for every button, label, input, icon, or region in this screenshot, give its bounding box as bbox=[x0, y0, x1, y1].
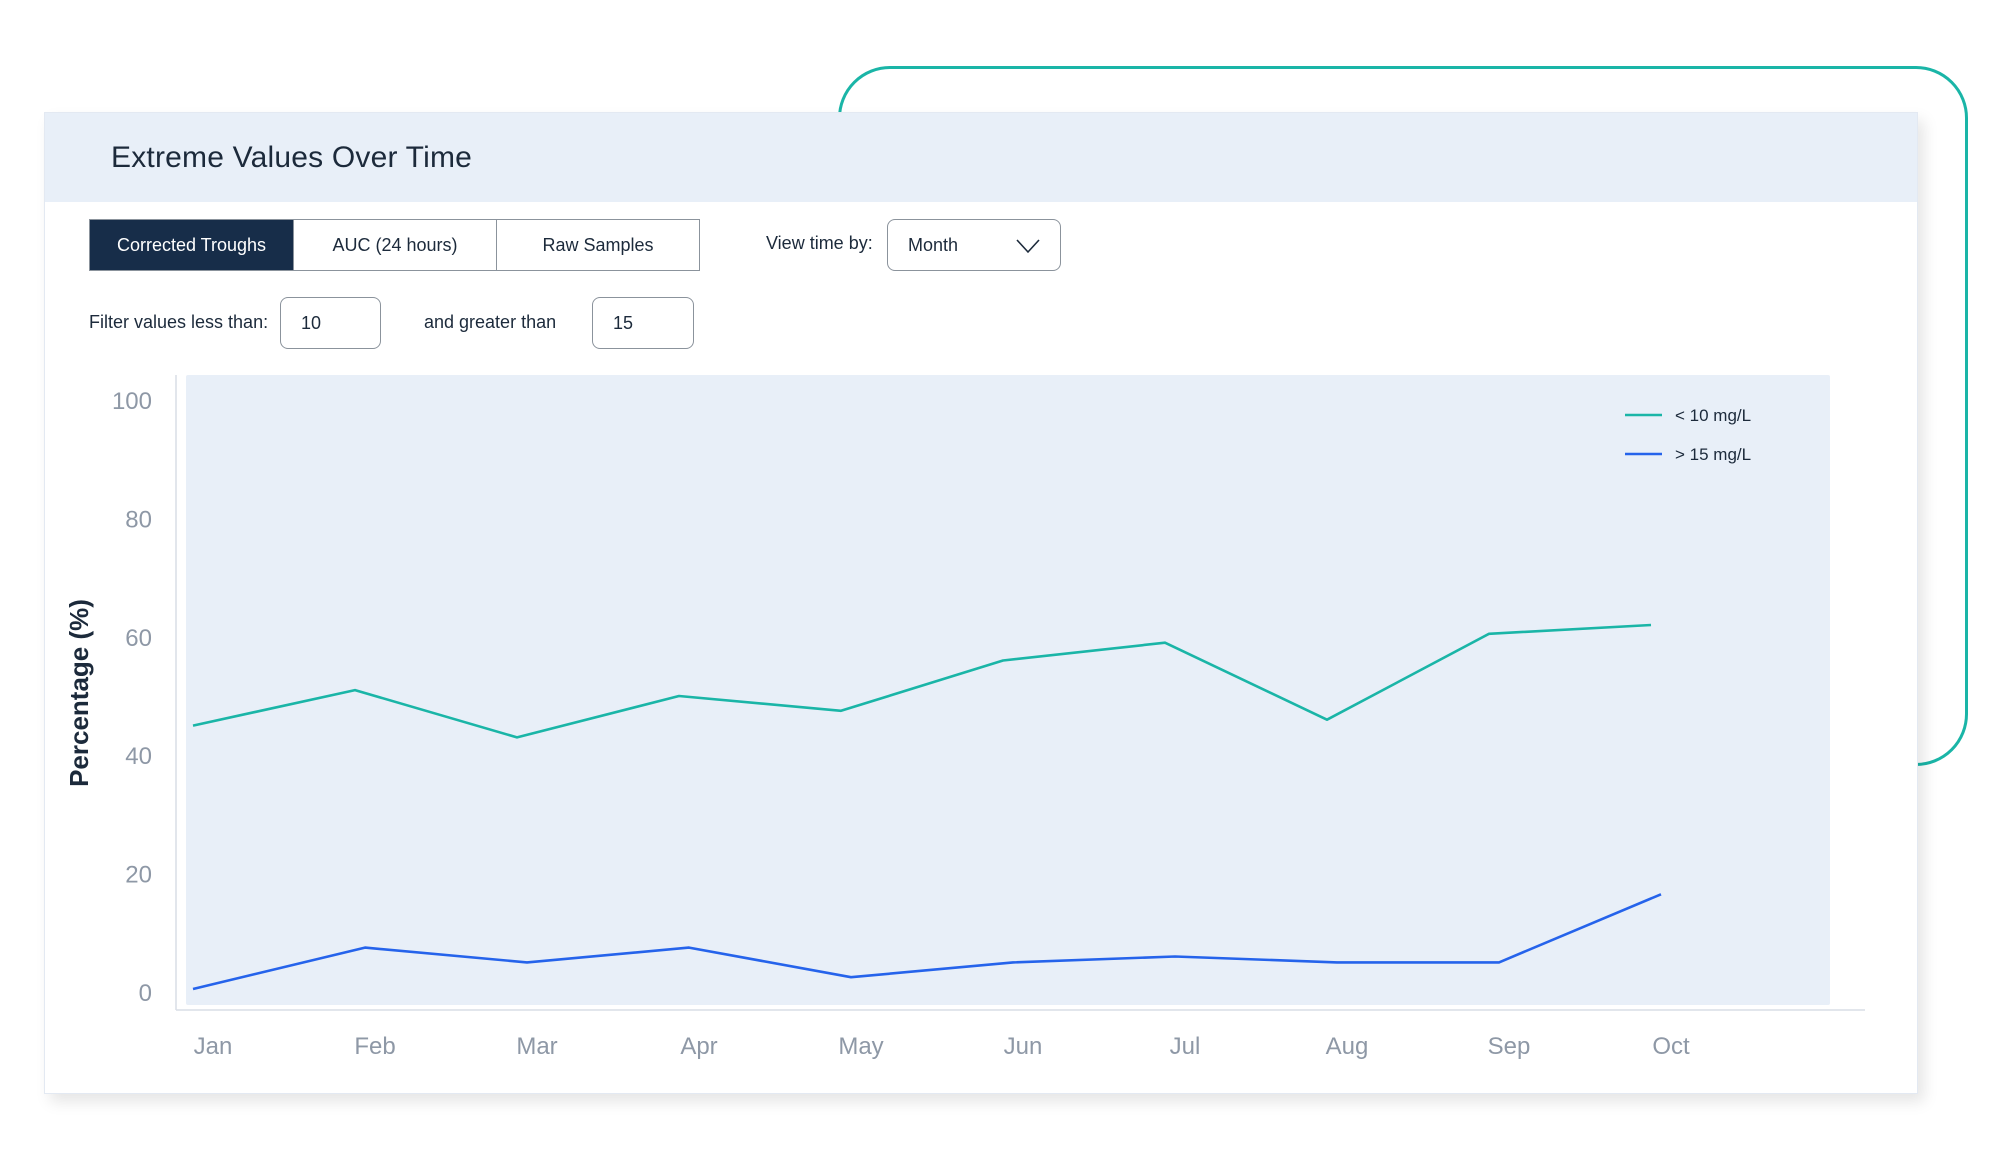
legend-label: > 15 mg/L bbox=[1675, 445, 1751, 464]
x-tick-label: Sep bbox=[1488, 1033, 1531, 1060]
filter-less-input[interactable] bbox=[280, 297, 381, 349]
view-time-select[interactable]: Month bbox=[887, 219, 1061, 271]
filter-greater-label: and greater than bbox=[424, 312, 557, 332]
metric-tabs: Corrected Troughs AUC (24 hours) Raw Sam… bbox=[89, 219, 700, 271]
y-tick-label: 40 bbox=[125, 743, 152, 770]
view-time-label: View time by: bbox=[766, 233, 873, 253]
chart-legend: < 10 mg/L > 15 mg/L bbox=[1625, 406, 1751, 464]
tab-corrected-troughs[interactable]: Corrected Troughs bbox=[90, 220, 293, 270]
x-tick-label: May bbox=[838, 1033, 883, 1060]
y-tick-label: 100 bbox=[112, 388, 152, 415]
y-tick-label: 80 bbox=[125, 506, 152, 533]
y-tick-label: 0 bbox=[139, 980, 152, 1007]
chevron-down-icon bbox=[1016, 239, 1040, 254]
view-time-value: Month bbox=[908, 234, 959, 255]
x-tick-label: Jun bbox=[1004, 1033, 1043, 1060]
x-tick-label: Jan bbox=[194, 1033, 233, 1060]
filter-greater-input[interactable] bbox=[592, 297, 694, 349]
x-tick-label: Apr bbox=[680, 1033, 717, 1060]
tab-raw-samples[interactable]: Raw Samples bbox=[496, 220, 699, 270]
filter-less-label: Filter values less than: bbox=[89, 312, 269, 332]
y-tick-label: 60 bbox=[125, 625, 152, 652]
x-tick-label: Feb bbox=[354, 1033, 395, 1060]
legend-label: < 10 mg/L bbox=[1675, 406, 1751, 425]
plot-area bbox=[186, 375, 1830, 1005]
card-header: Extreme Values Over Time bbox=[45, 113, 1917, 202]
x-tick-label: Jul bbox=[1170, 1033, 1201, 1060]
y-tick-label: 20 bbox=[125, 862, 152, 889]
series-line-low bbox=[192, 623, 1652, 739]
y-axis-label: Percentage (%) bbox=[64, 599, 94, 787]
tab-auc-24-hours[interactable]: AUC (24 hours) bbox=[293, 220, 496, 270]
x-tick-label: Oct bbox=[1652, 1033, 1690, 1060]
x-tick-label: Aug bbox=[1326, 1033, 1369, 1060]
x-tick-label: Mar bbox=[516, 1033, 557, 1060]
card-title: Extreme Values Over Time bbox=[111, 140, 473, 174]
series-line-high bbox=[192, 893, 1662, 991]
